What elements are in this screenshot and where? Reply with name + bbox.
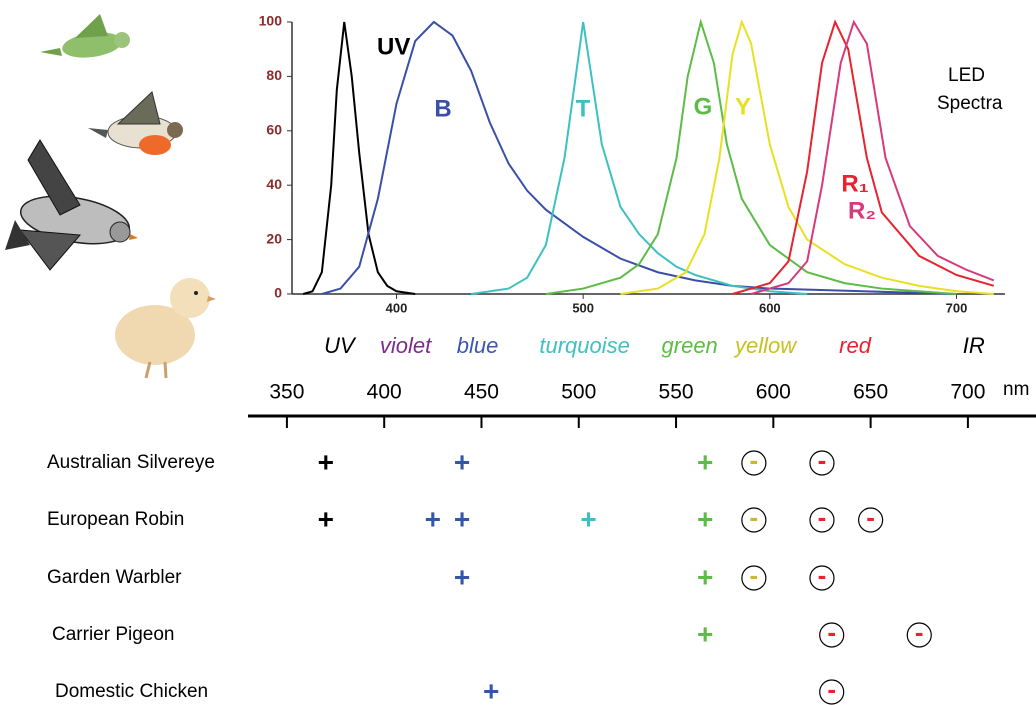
scale-tick-label: 550 [659, 381, 694, 404]
band-label: IR [963, 333, 985, 358]
response-symbol: - [820, 617, 844, 647]
response-sign: - [818, 502, 827, 532]
response-sign: + [580, 503, 596, 534]
series-label: B [434, 95, 451, 122]
response-sign: - [827, 674, 836, 704]
bird-robin [88, 92, 183, 155]
y-tick-label: 20 [266, 230, 282, 246]
response-symbol: + [454, 561, 470, 592]
response-symbol: + [425, 503, 441, 534]
y-tick-label: 40 [266, 176, 282, 192]
response-sign: + [454, 446, 470, 477]
response-sign: + [697, 446, 713, 477]
response-symbol: - [820, 674, 844, 704]
spectrum-line [322, 22, 957, 294]
series-label: G [694, 93, 713, 120]
band-label: turquoise [539, 333, 630, 358]
spectrum-line [546, 22, 957, 294]
y-tick-label: 80 [266, 67, 282, 83]
response-sign: - [827, 617, 836, 647]
scale-tick-label: 700 [950, 381, 985, 404]
response-symbol: - [742, 445, 766, 475]
response-symbol: - [907, 617, 931, 647]
y-tick-label: 60 [266, 122, 282, 138]
response-symbol: + [318, 446, 334, 477]
response-symbol: - [859, 502, 883, 532]
response-symbol: + [580, 503, 596, 534]
series-label: R₂ [848, 197, 876, 224]
response-symbol: - [810, 502, 834, 532]
response-sign: + [697, 618, 713, 649]
response-sign: + [697, 503, 713, 534]
series-label: UV [377, 33, 410, 60]
scale-tick-label: 400 [367, 381, 402, 404]
annotation: LED Spectra [937, 62, 1033, 118]
species-name: Domestic Chicken [55, 681, 208, 702]
series-label: T [576, 95, 591, 122]
response-sign: + [425, 503, 441, 534]
band-label: yellow [733, 333, 798, 358]
response-symbol: - [810, 560, 834, 590]
response-symbol: + [454, 503, 470, 534]
scale-tick-label: 600 [756, 381, 791, 404]
response-sign: + [483, 675, 499, 705]
response-sign: + [454, 561, 470, 592]
response-symbol: - [742, 560, 766, 590]
page: {"chart_data": [ {"type": "line", "annot… [0, 0, 1036, 705]
response-sign: - [750, 445, 759, 475]
scale-tick-label: 450 [464, 381, 499, 404]
response-sign: - [866, 502, 875, 532]
x-tick-label: 600 [759, 300, 781, 315]
x-tick-label: 500 [572, 300, 594, 315]
response-symbol: + [697, 618, 713, 649]
figure: 0 20 40 60 80 100 400 500 600 700 UV B T GY R₁R₂ 350 400… [0, 0, 1036, 705]
band-label: red [839, 333, 872, 358]
response-sign: + [697, 561, 713, 592]
response-symbol: + [318, 503, 334, 534]
response-sign: - [818, 560, 827, 590]
band-label: green [662, 333, 718, 358]
species-name: Carrier Pigeon [52, 624, 175, 645]
spectrum-line [303, 22, 415, 294]
response-symbol: + [697, 503, 713, 534]
response-sign: - [750, 502, 759, 532]
band-label: violet [380, 333, 432, 358]
response-sign: + [318, 446, 334, 477]
x-tick-label: 400 [386, 300, 408, 315]
response-symbol: - [742, 502, 766, 532]
species-name: Garden Warbler [47, 567, 182, 588]
series-label: R₁ [841, 170, 868, 197]
response-sign: + [318, 503, 334, 534]
scale-tick-label: 350 [269, 381, 304, 404]
bird-silvereye [40, 14, 130, 61]
bird-pigeon [5, 140, 138, 270]
response-symbol: + [697, 561, 713, 592]
response-sign: - [915, 617, 924, 647]
band-label: UV [324, 333, 357, 358]
y-tick-label: 0 [274, 285, 282, 301]
y-tick-label: 100 [259, 13, 283, 29]
species-name: European Robin [47, 509, 184, 530]
response-symbol: + [454, 446, 470, 477]
unit-label: nm [1003, 379, 1029, 400]
response-sign: - [818, 445, 827, 475]
response-symbol: - [810, 445, 834, 475]
response-sign: - [750, 560, 759, 590]
chick [115, 278, 216, 378]
band-label: blue [457, 333, 499, 358]
x-tick-label: 700 [946, 300, 968, 315]
response-symbol: + [697, 446, 713, 477]
series-label: Y [735, 93, 751, 120]
response-sign: + [454, 503, 470, 534]
species-name: Australian Silvereye [47, 452, 215, 473]
scale-tick-label: 500 [561, 381, 596, 404]
scale-tick-label: 650 [853, 381, 888, 404]
spectrum-line [471, 22, 807, 294]
response-symbol: + [483, 675, 499, 705]
